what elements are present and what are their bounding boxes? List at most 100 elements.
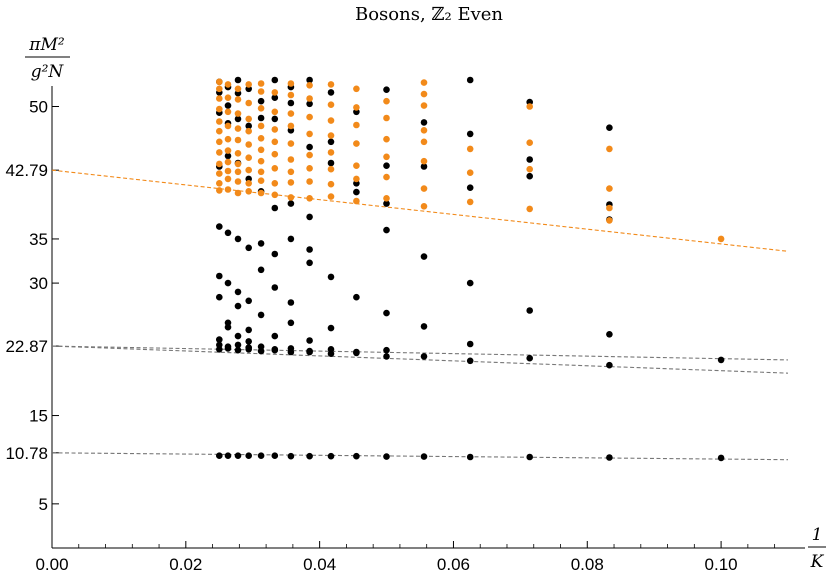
orange-data-point xyxy=(383,195,390,202)
orange-data-point xyxy=(216,127,223,135)
black-data-point xyxy=(327,324,335,332)
orange-data-point xyxy=(216,180,223,187)
orange-data-point xyxy=(466,145,474,153)
black-data-point xyxy=(224,279,232,287)
orange-data-point xyxy=(327,193,335,200)
orange-data-point xyxy=(216,149,223,156)
x-tick-label: 0.02 xyxy=(169,555,202,574)
orange-data-point xyxy=(224,122,232,130)
orange-data-point xyxy=(257,189,265,197)
orange-data-point xyxy=(224,108,232,116)
orange-data-point xyxy=(257,157,265,165)
black-series xyxy=(216,76,725,462)
orange-data-point xyxy=(234,189,242,197)
black-data-point xyxy=(383,226,390,234)
black-data-point xyxy=(234,115,242,123)
orange-data-point xyxy=(383,114,390,122)
black-data-point xyxy=(526,307,533,314)
black-data-point xyxy=(717,454,725,462)
black-data-point xyxy=(306,259,313,267)
orange-data-point xyxy=(353,175,360,183)
black-data-point xyxy=(234,341,242,349)
black-data-point xyxy=(271,452,279,460)
black-data-point xyxy=(327,273,335,281)
y-tick-label: 10.78 xyxy=(5,444,48,463)
black-data-point xyxy=(224,229,232,237)
black-data-point xyxy=(234,332,242,340)
black-data-point xyxy=(526,354,533,362)
orange-data-point xyxy=(216,118,223,125)
chart-title: Bosons, ℤ₂ Even xyxy=(355,4,503,25)
y-tick-label: 15 xyxy=(29,407,48,426)
black-data-point xyxy=(306,213,313,221)
black-data-point xyxy=(234,302,242,310)
black-data-point xyxy=(466,453,474,461)
y-axis-label: πM² g²N xyxy=(25,35,70,82)
black-data-point xyxy=(234,235,242,243)
orange-data-point xyxy=(216,187,223,194)
y-tick-label: 42.79 xyxy=(5,161,48,180)
black-data-point xyxy=(216,452,223,460)
black-data-point xyxy=(245,122,252,130)
black-data-point xyxy=(327,452,335,460)
x-tick-label: 0.10 xyxy=(705,555,738,574)
black-data-point xyxy=(257,311,265,319)
orange-data-point xyxy=(420,157,428,165)
orange-data-point xyxy=(245,154,252,161)
x-tick-label: 0.08 xyxy=(571,555,604,574)
orange-data-point xyxy=(420,185,428,192)
orange-data-point xyxy=(224,135,232,143)
black-data-point xyxy=(466,76,474,84)
orange-data-point xyxy=(526,139,533,146)
orange-data-point xyxy=(526,205,533,213)
gray-fit-line xyxy=(51,345,789,361)
x-axis-label-denominator: K xyxy=(810,552,825,572)
black-data-point xyxy=(234,288,242,296)
y-axis-label-numerator: πM² xyxy=(28,35,65,55)
black-data-point xyxy=(383,200,390,207)
black-data-point xyxy=(257,114,265,122)
gray-fit-line xyxy=(51,452,789,461)
orange-data-point xyxy=(420,138,428,146)
black-data-point xyxy=(257,343,265,351)
orange-data-point xyxy=(234,85,242,93)
orange-data-point xyxy=(606,217,613,224)
orange-data-point xyxy=(353,104,360,111)
x-tick-label: 0.06 xyxy=(437,555,470,574)
orange-data-point xyxy=(224,158,232,166)
x-tick-label: 0.04 xyxy=(303,555,336,574)
orange-data-point xyxy=(216,160,223,168)
black-data-point xyxy=(383,309,390,317)
black-data-point xyxy=(287,200,295,207)
orange-data-point xyxy=(224,81,232,88)
black-data-point xyxy=(257,97,265,105)
orange-data-point xyxy=(224,94,232,101)
orange-data-point xyxy=(287,179,295,186)
orange-data-point xyxy=(287,80,295,87)
black-data-point xyxy=(606,361,613,369)
orange-fit-line xyxy=(51,169,789,252)
orange-data-point xyxy=(245,166,252,174)
black-data-point xyxy=(271,115,279,123)
orange-data-point xyxy=(245,115,252,123)
black-data-point xyxy=(466,130,474,138)
black-data-point xyxy=(327,159,335,167)
black-data-point xyxy=(245,326,252,334)
orange-data-point xyxy=(717,235,725,243)
black-data-point xyxy=(245,452,252,460)
orange-data-point xyxy=(306,82,313,89)
black-data-point xyxy=(234,346,242,354)
y-tick-label: 22.87 xyxy=(5,337,48,356)
black-data-point xyxy=(383,86,390,93)
black-data-point xyxy=(245,344,252,351)
black-data-point xyxy=(271,94,279,101)
black-data-point xyxy=(306,76,313,84)
orange-data-point xyxy=(257,168,265,176)
orange-data-point xyxy=(306,130,313,138)
orange-data-point xyxy=(257,80,265,87)
orange-data-point xyxy=(234,178,242,185)
orange-data-point xyxy=(216,95,223,102)
orange-data-point xyxy=(271,191,279,199)
orange-data-point xyxy=(234,96,242,103)
